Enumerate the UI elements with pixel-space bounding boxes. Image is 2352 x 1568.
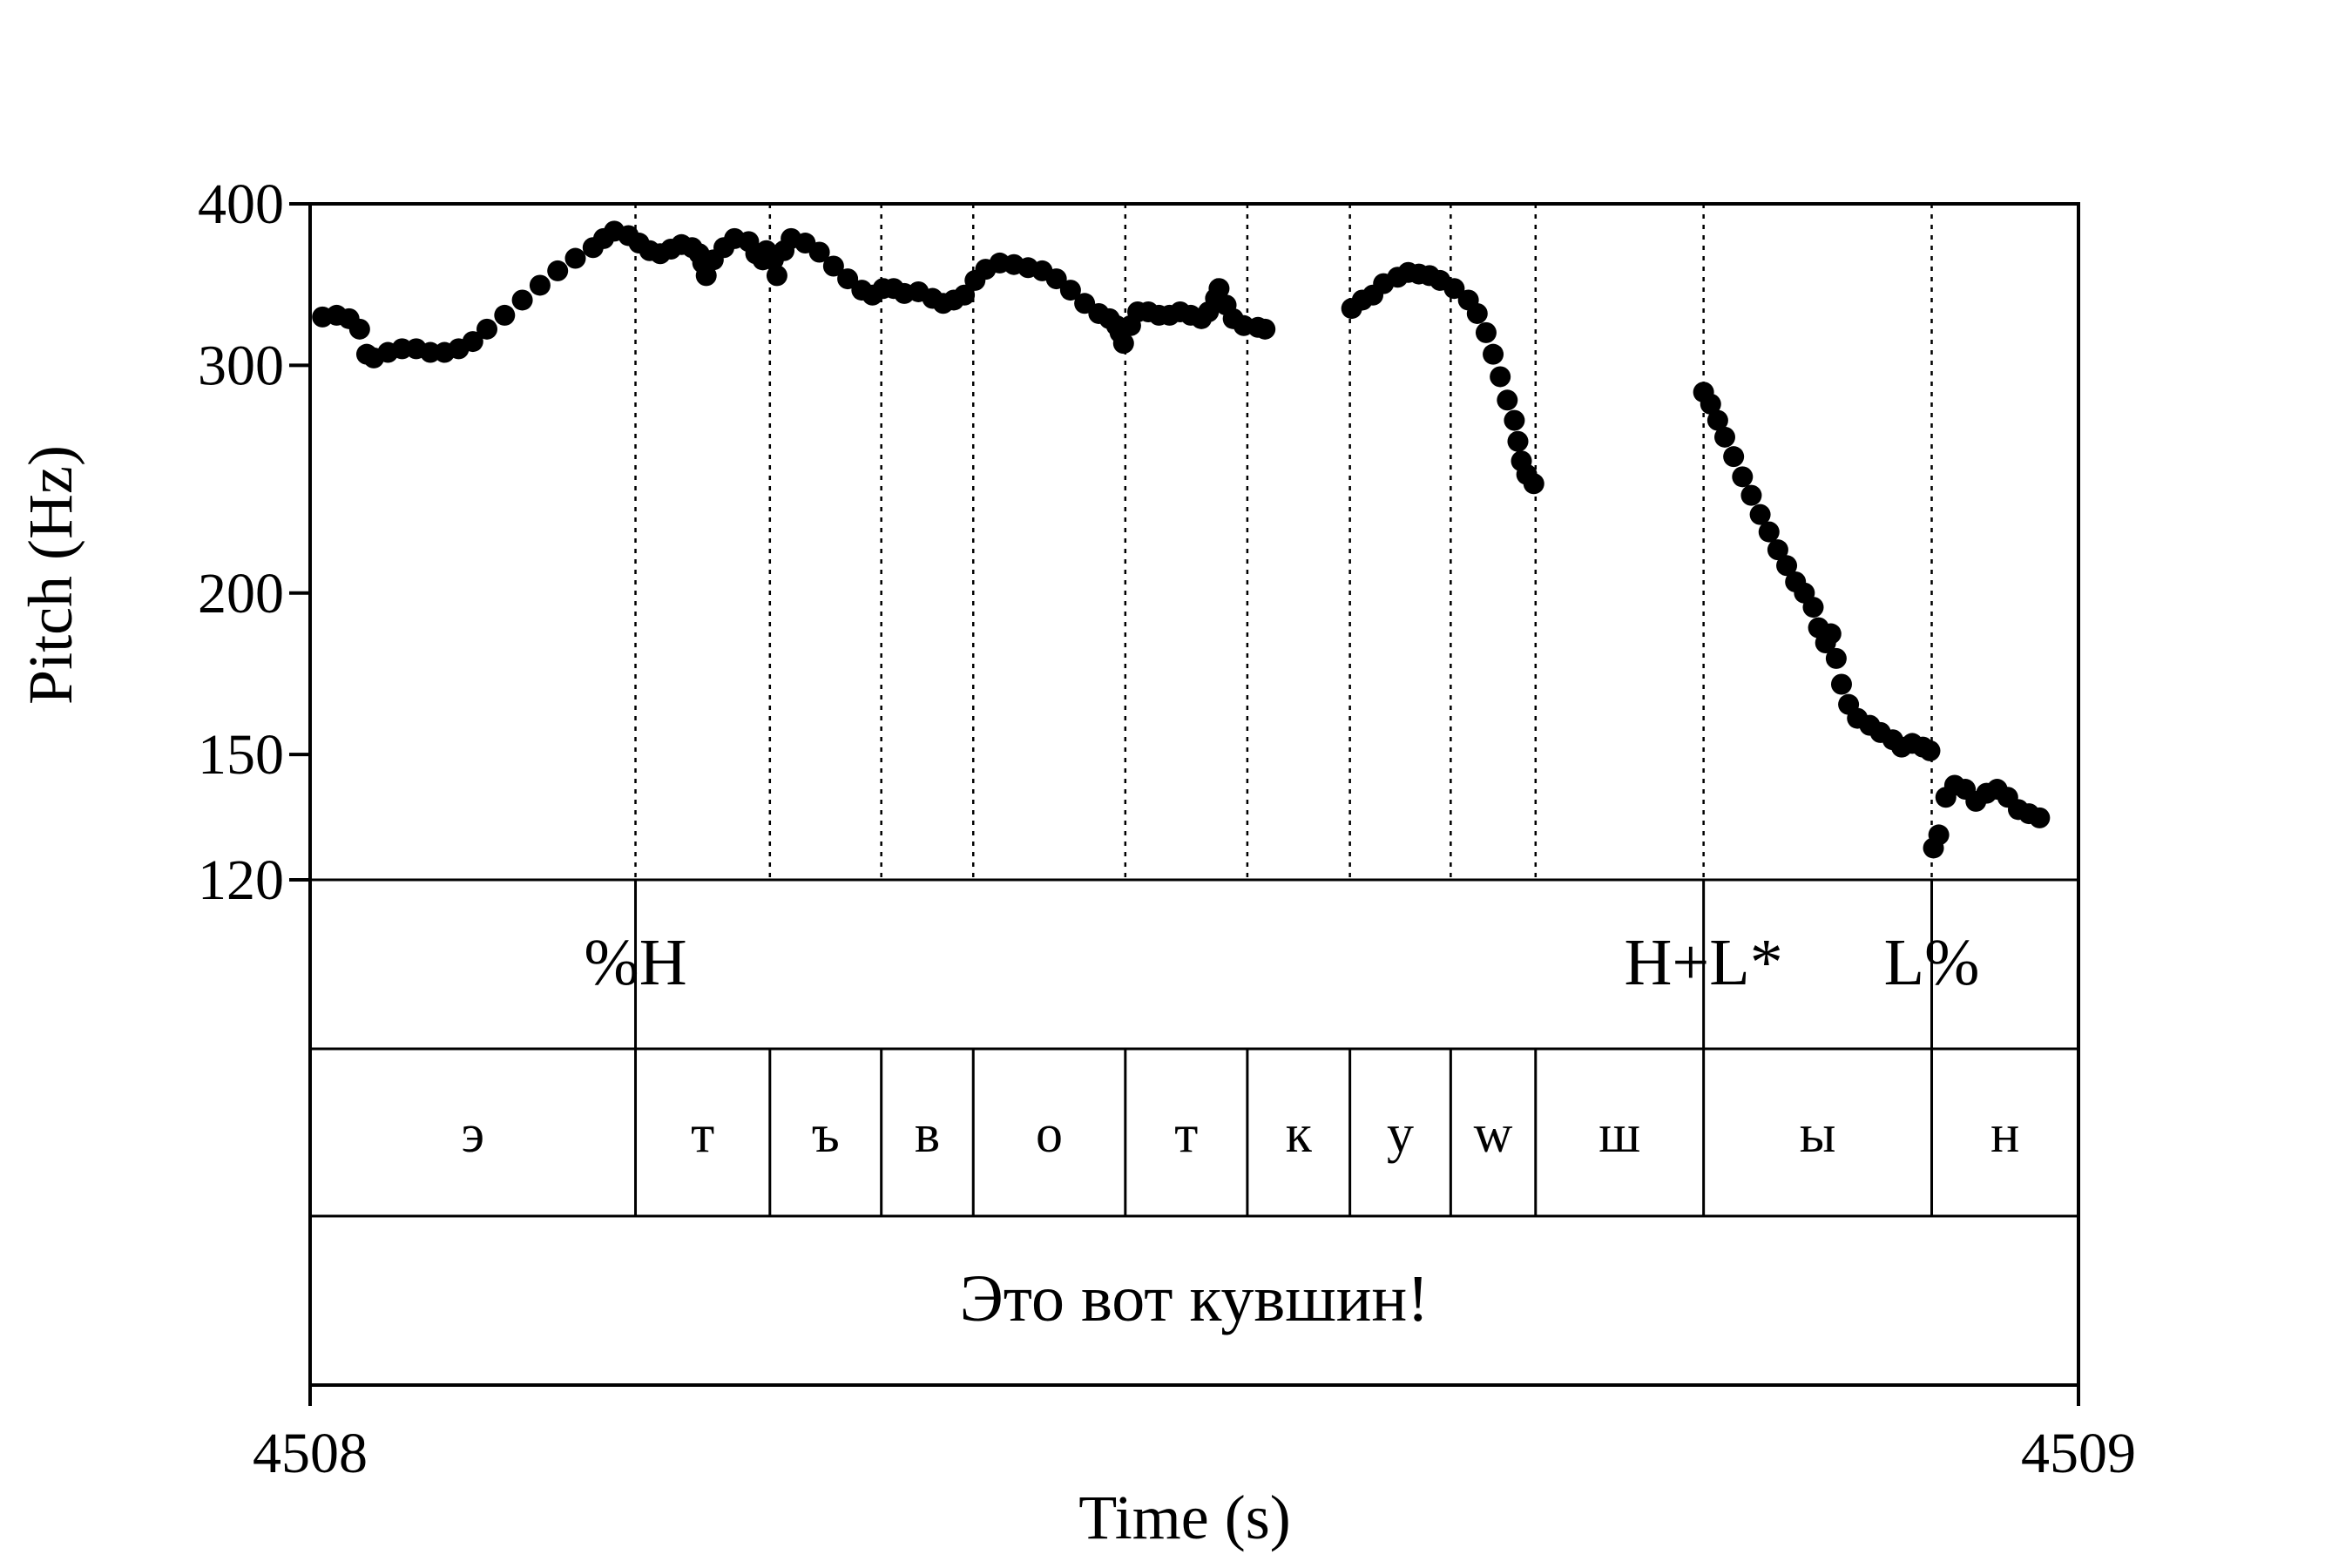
y-tick-label: 200 [198, 562, 284, 625]
pitch-point [1059, 280, 1081, 301]
pitch-point [1507, 430, 1529, 452]
pitch-point [564, 247, 586, 269]
pitch-point [1707, 409, 1728, 431]
pitch-point [1758, 521, 1780, 543]
pitch-point [837, 268, 859, 290]
tone-label: %H [584, 926, 686, 999]
pitch-point [822, 255, 844, 277]
pitch-point [1767, 539, 1788, 561]
pitch-point [1740, 484, 1762, 506]
pitch-point [808, 241, 830, 263]
y-tick-label: 150 [198, 723, 284, 787]
pitch-point [1714, 426, 1735, 448]
pitch-point [1466, 302, 1488, 324]
phone-label: о [1036, 1105, 1063, 1164]
x-tick-label: 4509 [2021, 1422, 2136, 1485]
pitch-point [1483, 343, 1504, 365]
phone-label: в [915, 1105, 940, 1164]
phone-label: т [1174, 1105, 1198, 1164]
pitch-point [1919, 740, 1941, 761]
pitch-point [1475, 321, 1497, 343]
y-tick-label: 120 [198, 848, 284, 912]
pitch-point [348, 318, 370, 340]
pitch-point [1112, 333, 1134, 355]
pitch-point [1523, 473, 1544, 495]
plot-border [308, 202, 2080, 1387]
boundary-lines [634, 204, 1933, 880]
pitch-point [1732, 466, 1754, 488]
pitch-point [1723, 446, 1745, 468]
pitch-point [1443, 278, 1465, 300]
phone-label: w [1474, 1105, 1513, 1164]
pitch-point [1928, 824, 1950, 846]
pitch-point [1490, 366, 1511, 388]
phone-label: ш [1598, 1105, 1640, 1164]
pitch-point [547, 260, 569, 281]
pitch-point [1045, 268, 1067, 290]
phone-label: н [1990, 1105, 2019, 1164]
pitch-point [476, 318, 497, 340]
phone-label: э [461, 1105, 484, 1164]
pitch-point [1776, 555, 1798, 577]
pitch-track [312, 220, 2051, 859]
annotation-tiers: %H H+L* L% э т ъ в о т к у w ш ы н Это вот кувшин! [461, 880, 2019, 1335]
pitch-point [1208, 278, 1230, 300]
pitch-point [1802, 597, 1824, 618]
pitch-point [494, 304, 516, 326]
phone-label: ы [1800, 1105, 1836, 1164]
phone-label: к [1286, 1105, 1313, 1164]
pitch-point [1254, 318, 1276, 340]
y-axis-title: Pitch (Hz) [16, 445, 85, 705]
plot-frame [308, 202, 2080, 1387]
pitch-point [2029, 807, 2051, 828]
pitch-point [511, 289, 533, 311]
pitch-point [1749, 504, 1771, 525]
pitch-point [1830, 673, 1852, 695]
y-tick-label: 400 [198, 172, 284, 236]
sentence-label: Это вот кувшин! [960, 1262, 1429, 1335]
phone-label: у [1387, 1105, 1414, 1164]
pitch-point [462, 331, 483, 353]
pitch-point [1825, 647, 1847, 669]
pitch-point [695, 265, 717, 287]
tone-label: L% [1884, 926, 1980, 999]
y-tick-label: 300 [198, 334, 284, 397]
tone-label: H+L* [1625, 926, 1783, 999]
phone-label: ъ [812, 1105, 840, 1164]
axis-ticks: 400 300 200 150 120 4508 4509 [198, 172, 2136, 1485]
pitch-point [1700, 393, 1721, 415]
pitch-point [529, 274, 551, 296]
x-tick-label: 4508 [253, 1422, 368, 1485]
pitch-point [954, 284, 976, 306]
x-axis-title: Time (s) [1078, 1483, 1290, 1552]
pitch-point [1497, 389, 1518, 411]
phone-label: т [691, 1105, 714, 1164]
pitch-point [1820, 623, 1842, 645]
pitch-point [766, 265, 787, 287]
pitch-point [1504, 409, 1525, 431]
